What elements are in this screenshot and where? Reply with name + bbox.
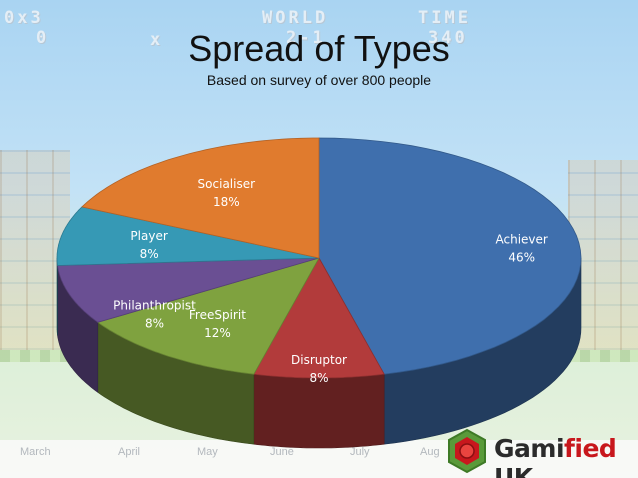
slice-value-socialiser: 18% <box>213 195 240 209</box>
hud-world-label: WORLD <box>262 8 329 28</box>
pie-side-player <box>56 258 58 336</box>
pie-side-disruptor <box>253 373 385 449</box>
pie-slice-player <box>56 206 320 266</box>
hud-score: 0 <box>36 28 50 48</box>
month-label: April <box>118 446 141 458</box>
month-label: March <box>20 446 51 458</box>
slice-value-achiever: 46% <box>508 250 535 264</box>
slice-label-philanthropist: Philanthropist <box>113 299 196 313</box>
pie-slice-freespirit <box>96 257 320 375</box>
slice-label-achiever: Achiever <box>496 232 548 246</box>
month-label: May <box>197 446 218 458</box>
pie-label-layer: Achiever 46% Disruptor 8% FreeSpirit 12% Phila… <box>113 177 548 385</box>
pie-slice-achiever <box>318 137 582 375</box>
logo-wordmark: Gamified UK <box>494 434 617 478</box>
slice-label-player: Player <box>130 229 167 243</box>
slice-value-freespirit: 12% <box>204 326 231 340</box>
month-label: July <box>350 446 370 458</box>
slice-label-freespirit: FreeSpirit <box>189 308 246 322</box>
hud-time-label: TIME <box>418 8 471 28</box>
slice-label-disruptor: Disruptor <box>291 353 347 367</box>
pie-slice-socialiser <box>81 137 320 259</box>
chart-subtitle: Based on survey of over 800 people <box>206 72 432 88</box>
hud-coin-x: x <box>150 30 164 50</box>
hud-world-value: 2-1 <box>286 28 326 48</box>
gamified-badge-icon <box>448 428 486 474</box>
pie-top-layer <box>56 137 582 379</box>
slice-label-socialiser: Socialiser <box>198 177 256 191</box>
month-label: June <box>270 446 294 458</box>
month-label: Aug <box>420 446 440 458</box>
chart-title: Spread of Types <box>188 28 450 69</box>
slice-value-player: 8% <box>140 247 159 261</box>
pie-slice-disruptor <box>253 257 385 379</box>
hud-time-value: 340 <box>428 28 468 48</box>
slice-value-philanthropist: 8% <box>145 317 164 331</box>
pie-side-layer <box>56 257 582 449</box>
gamified-uk-logo: Gamified UK <box>444 428 634 478</box>
pie-slice-philanthropist <box>57 257 320 323</box>
hud-lives: 0x3 <box>4 8 44 28</box>
slice-value-disruptor: 8% <box>309 371 328 385</box>
